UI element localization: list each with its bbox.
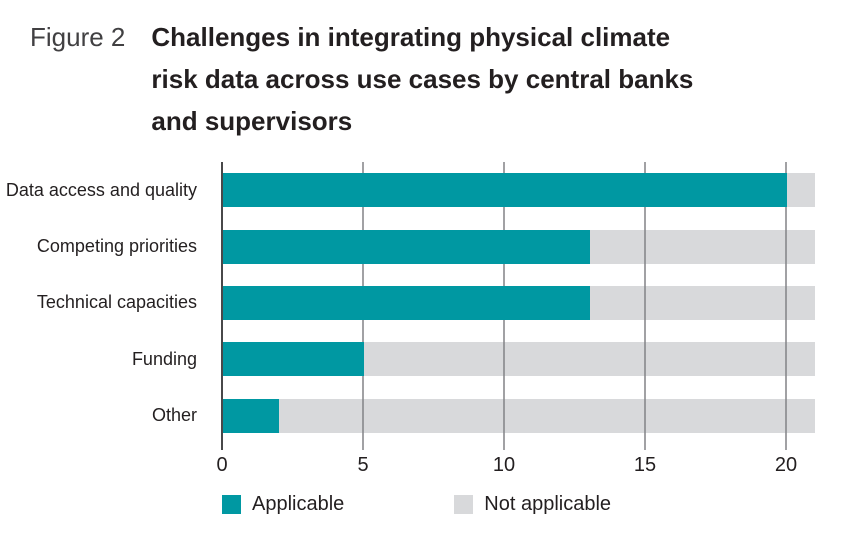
x-tick-label: 15 [633, 454, 657, 476]
x-tick-label: 0 [216, 454, 228, 476]
legend-item-not-applicable: Not applicable [454, 493, 611, 516]
bar-row-label: Technical capacities [36, 292, 197, 313]
bar-row-label: Competing priorities [36, 236, 197, 257]
figure-title: Challenges in integrating physical clima… [151, 16, 693, 142]
figure-title-line: risk data across use cases by central ba… [151, 64, 694, 94]
bar-row-label: Funding [131, 348, 197, 369]
y-axis-line [221, 162, 223, 450]
legend-item-applicable: Applicable [222, 493, 344, 516]
bar-segment-applicable [223, 398, 280, 433]
x-gridline [785, 162, 787, 450]
bar-segment-applicable [223, 286, 590, 320]
bar-row-label: Data access and quality [5, 179, 197, 200]
figure-title-line: Challenges in integrating physical clima… [151, 22, 671, 52]
chart-legend: Applicable Not applicable [222, 493, 611, 516]
legend-label-not-applicable: Not applicable [484, 493, 612, 515]
bar-segment-not-applicable [364, 342, 816, 377]
bar-segment-applicable [223, 173, 787, 208]
legend-swatch-not-applicable [454, 495, 474, 514]
bar-segment-applicable [223, 229, 590, 264]
figure-header: Figure 2 Challenges in integrating physi… [30, 16, 693, 142]
bar-segment-applicable [223, 342, 364, 377]
bar-row-label: Other [151, 405, 197, 426]
x-tick-label: 5 [357, 454, 369, 476]
bar-segment-not-applicable [589, 229, 816, 264]
legend-label-applicable: Applicable [252, 493, 345, 515]
x-tick-label: 20 [774, 454, 798, 476]
figure-title-line: and supervisors [151, 106, 353, 136]
bar-segment-not-applicable [787, 173, 816, 208]
x-tick-label: 10 [492, 454, 516, 476]
legend-swatch-applicable [222, 495, 241, 514]
bar-segment-not-applicable [279, 398, 816, 433]
x-gridline [644, 162, 646, 450]
figure-number-label: Figure 2 [30, 22, 126, 52]
bar-segment-not-applicable [589, 286, 816, 320]
